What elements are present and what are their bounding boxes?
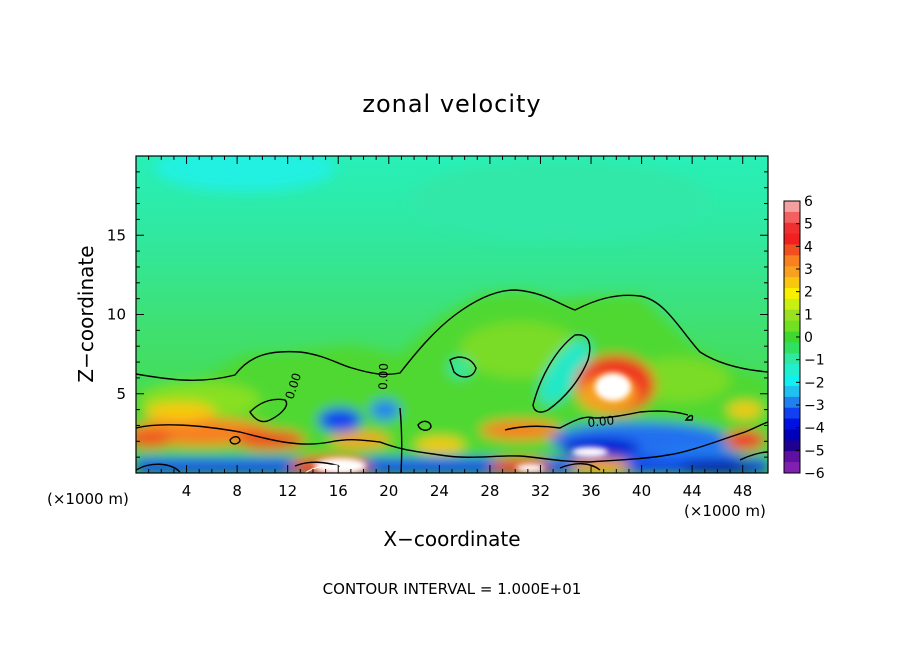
x-tick-label: 40 [632, 482, 651, 500]
colorbar-swatch [784, 418, 800, 430]
x-tick-label: 16 [329, 482, 348, 500]
chart-title: zonal velocity [362, 90, 541, 118]
plot-area: 0.00 0.00 0.00 [136, 156, 768, 473]
colorbar-swatch [784, 288, 800, 300]
x-tick-label: 48 [733, 482, 752, 500]
x-tick-label: 20 [379, 482, 398, 500]
x-axis: 4 8 12 16 20 24 28 32 36 40 44 48 [148, 156, 756, 500]
x-unit-label-right: (×1000 m) [684, 502, 766, 520]
colorbar-swatch [784, 440, 800, 452]
y-tick-label: 10 [107, 306, 126, 324]
colorbar-swatch [784, 353, 800, 365]
colorbar-tick-label: −1 [804, 353, 825, 369]
colorbar-swatch [784, 298, 800, 311]
x-unit-label-left: (×1000 m) [47, 490, 129, 508]
colorbar-swatch [784, 233, 800, 246]
x-tick-label: 44 [683, 482, 702, 500]
x-tick-label: 8 [232, 482, 242, 500]
colorbar-swatch [784, 342, 800, 354]
colorbar-tick-label: −4 [804, 421, 825, 437]
colorbar-tick-label: 1 [804, 307, 813, 323]
x-axis-title: X−coordinate [383, 527, 520, 551]
colorbar-swatch [784, 244, 800, 256]
colorbar-swatch [784, 375, 800, 387]
colorbar-tick-label: −5 [804, 443, 825, 459]
colorbar-swatch [784, 396, 800, 409]
colorbar-swatch [784, 385, 800, 398]
x-tick-label: 24 [430, 482, 449, 500]
x-tick-label: 32 [531, 482, 550, 500]
colorbar-tick-label: 2 [804, 285, 813, 301]
colorbar-swatch [784, 462, 800, 474]
colorbar-tick-label: 4 [804, 239, 813, 255]
y-axis: 5 10 15 [107, 171, 768, 458]
colorbar-swatch [784, 451, 800, 463]
colorbar-swatch [784, 222, 800, 235]
colorbar-swatch [784, 309, 800, 322]
contour-label: 0.00 [376, 363, 391, 390]
contour-interval-caption: CONTOUR INTERVAL = 1.000E+01 [323, 580, 582, 598]
colorbar-tick-label: −3 [804, 398, 825, 414]
colorbar-swatch [784, 320, 800, 333]
colorbar-swatch [784, 255, 800, 267]
colorbar-swatch [784, 201, 800, 213]
y-axis-title: Z−coordinate [74, 245, 98, 382]
colorbar-tick-label: 3 [804, 262, 813, 278]
x-tick-label: 12 [278, 482, 297, 500]
colorbar-tick-label: 5 [804, 217, 813, 233]
colorbar-swatch [784, 407, 800, 420]
y-tick-label: 15 [107, 226, 126, 244]
contour-label: 0.00 [587, 413, 615, 430]
y-tick-label: 5 [116, 385, 126, 403]
x-tick-label: 36 [581, 482, 600, 500]
colorbar-swatch [784, 277, 800, 289]
colorbar-swatch [784, 266, 800, 278]
colorbar-swatch [784, 331, 800, 343]
colorbar-swatch [784, 211, 800, 224]
colorbar-tick-label: −6 [804, 466, 825, 482]
colorbar-swatch [784, 364, 800, 376]
colorbar: 6 5 4 3 2 1 0 −1 −2 −3 −4 −5 −6 [783, 194, 825, 482]
colorbar-tick-label: 0 [804, 330, 813, 346]
colorbar-tick-label: −2 [804, 375, 825, 391]
colorbar-tick-label: 6 [804, 194, 813, 210]
colorbar-swatch [784, 429, 800, 441]
x-tick-label: 4 [182, 482, 192, 500]
x-tick-label: 28 [480, 482, 499, 500]
